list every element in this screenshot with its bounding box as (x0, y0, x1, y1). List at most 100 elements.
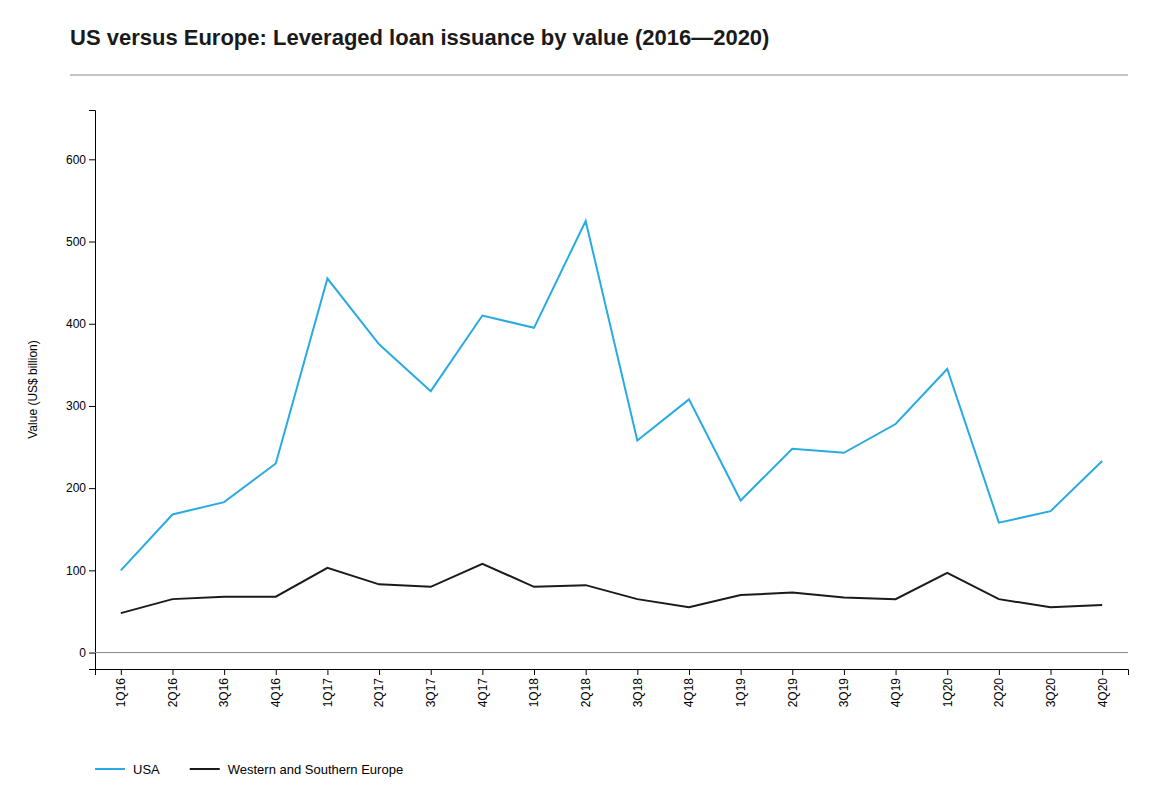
chart: US versus Europe: Leveraged loan issuanc… (0, 0, 1168, 799)
y-axis-line (89, 111, 96, 670)
x-tick-mark (741, 669, 742, 675)
y-tick-label: 400 (66, 317, 86, 331)
x-tick: 3Q20 (1044, 669, 1058, 707)
y-tick: 100 (66, 564, 95, 578)
x-tick: 3Q18 (631, 669, 645, 707)
plot: 0 100 200 300 400 500 600 1Q16 2Q16 3Q16 4Q16 1Q17 2… (26, 111, 1129, 708)
y-tick: 600 (66, 153, 95, 167)
legend-item: USA (95, 762, 160, 777)
x-tick-mark (637, 669, 638, 675)
y-tick: 200 (66, 481, 95, 495)
x-axis-line (96, 670, 1129, 676)
x-tick-mark (327, 669, 328, 675)
y-tick-label: 500 (66, 235, 86, 249)
x-tick: 4Q18 (682, 669, 696, 707)
x-tick-mark (1051, 669, 1052, 675)
x-tick-label: 4Q16 (269, 678, 283, 708)
x-tick-label: 2Q19 (786, 678, 800, 708)
x-tick-mark (482, 669, 483, 675)
y-tick-mark (89, 406, 95, 407)
x-tick-label: 2Q20 (992, 678, 1006, 708)
y-tick: 300 (66, 399, 95, 413)
x-tick-label: 1Q17 (321, 678, 335, 708)
y-axis-title: Value (US$ billion) (26, 340, 40, 439)
x-tick-label: 3Q17 (424, 678, 438, 708)
x-tick: 1Q17 (321, 669, 335, 707)
y-axis: 0 100 200 300 400 500 600 (66, 111, 96, 670)
y-tick-mark (89, 488, 95, 489)
lines (95, 221, 1128, 653)
x-tick-label: 3Q18 (631, 678, 645, 708)
y-tick-label: 600 (66, 153, 86, 167)
x-tick-mark (844, 669, 845, 675)
x-tick-mark (276, 669, 277, 675)
x-tick-label: 1Q18 (527, 678, 541, 708)
x-tick: 4Q17 (476, 669, 490, 707)
y-tick: 400 (66, 317, 95, 331)
y-tick-label: 0 (79, 646, 86, 660)
x-tick-mark (172, 669, 173, 675)
x-tick: 3Q19 (837, 669, 851, 707)
title: US versus Europe: Leveraged loan issuanc… (70, 25, 769, 50)
x-tick: 1Q16 (114, 669, 128, 707)
x-tick-label: 2Q16 (166, 678, 180, 708)
x-tick-label: 1Q19 (734, 678, 748, 708)
x-tick-label: 3Q20 (1044, 678, 1058, 708)
x-tick: 4Q19 (889, 669, 903, 707)
y-tick-label: 100 (66, 564, 86, 578)
x-tick-label: 1Q16 (114, 678, 128, 708)
x-tick: 1Q19 (734, 669, 748, 707)
y-tick-mark (89, 242, 95, 243)
x-tick-mark (1102, 669, 1103, 675)
x-tick-label: 4Q20 (1096, 678, 1110, 708)
legend: USA Western and Southern Europe (95, 762, 403, 777)
legend-swatch (190, 768, 220, 770)
x-tick: 3Q16 (217, 669, 231, 707)
x-tick-mark (999, 669, 1000, 675)
x-tick-mark (792, 669, 793, 675)
x-tick-mark (896, 669, 897, 675)
x-tick-label: 1Q20 (941, 678, 955, 708)
x-axis: 1Q16 2Q16 3Q16 4Q16 1Q17 2Q17 3Q17 4Q17 1Q18 2Q18… (96, 669, 1129, 707)
y-tick-mark (89, 653, 95, 654)
legend-label: Western and Southern Europe (228, 762, 403, 777)
series-line (121, 221, 1102, 570)
x-tick: 4Q16 (269, 669, 283, 707)
x-tick-mark (379, 669, 380, 675)
x-tick-label: 4Q19 (889, 678, 903, 708)
x-tick: 2Q19 (786, 669, 800, 707)
y-tick-mark (89, 324, 95, 325)
y-tick: 0 (79, 646, 95, 660)
x-tick: 2Q16 (166, 669, 180, 707)
x-tick-mark (431, 669, 432, 675)
x-tick: 1Q20 (941, 669, 955, 707)
x-tick-mark (534, 669, 535, 675)
title-rule (70, 75, 1128, 76)
x-tick-label: 2Q18 (579, 678, 593, 708)
x-tick-label: 2Q17 (372, 678, 386, 708)
x-tick-mark (947, 669, 948, 675)
y-tick-label: 300 (66, 399, 86, 413)
x-tick: 3Q17 (424, 669, 438, 707)
x-tick: 2Q20 (992, 669, 1006, 707)
x-tick-label: 3Q19 (837, 678, 851, 708)
x-tick-mark (586, 669, 587, 675)
x-tick-mark (224, 669, 225, 675)
x-tick-mark (121, 669, 122, 675)
legend-swatch (95, 768, 125, 770)
y-tick-mark (89, 159, 95, 160)
y-tick-label: 200 (66, 481, 86, 495)
x-tick-label: 4Q18 (682, 678, 696, 708)
series-line (121, 564, 1102, 613)
x-tick-mark (689, 669, 690, 675)
x-tick: 1Q18 (527, 669, 541, 707)
y-tick-mark (89, 570, 95, 571)
x-tick: 2Q18 (579, 669, 593, 707)
legend-item: Western and Southern Europe (190, 762, 403, 777)
legend-label: USA (133, 762, 160, 777)
x-tick-label: 3Q16 (217, 678, 231, 708)
x-tick: 4Q20 (1096, 669, 1110, 707)
zero-line (95, 652, 1128, 653)
x-tick: 2Q17 (372, 669, 386, 707)
y-tick: 500 (66, 235, 95, 249)
